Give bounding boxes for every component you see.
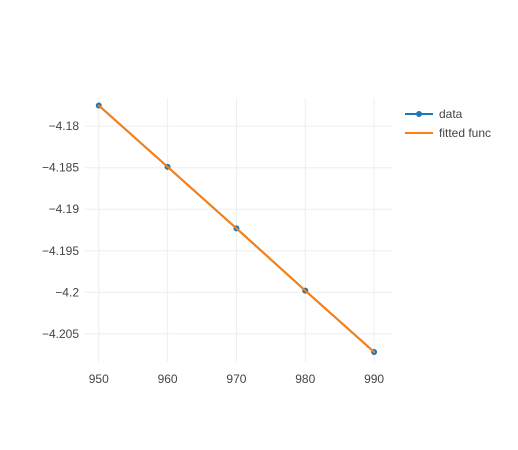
x-tick-label: 990 [364, 372, 384, 386]
y-axis-ticks: −4.18 −4.185 −4.19 −4.195 −4.2 −4.205 [42, 119, 79, 341]
legend-swatch-marker [416, 111, 422, 117]
y-gridlines [85, 125, 392, 335]
x-axis-ticks: 950 960 970 980 990 [89, 372, 385, 386]
x-tick-label: 950 [89, 372, 109, 386]
legend-label: fitted func [439, 126, 491, 140]
x-tick-label: 960 [158, 372, 178, 386]
x-tick-label: 980 [295, 372, 315, 386]
y-tick-label: −4.2 [55, 285, 79, 299]
y-tick-label: −4.205 [42, 327, 79, 341]
legend[interactable]: data fitted func [405, 107, 491, 140]
y-tick-label: −4.195 [42, 244, 79, 258]
x-tick-label: 970 [226, 372, 246, 386]
legend-item-fitted-func[interactable]: fitted func [405, 126, 491, 140]
legend-item-data[interactable]: data [405, 107, 463, 121]
series-line-fitted-func [97, 104, 376, 354]
y-tick-label: −4.19 [49, 202, 80, 216]
legend-label: data [439, 107, 463, 121]
series-fitted-func [97, 104, 376, 354]
y-tick-label: −4.185 [42, 161, 79, 175]
y-tick-label: −4.18 [49, 119, 80, 133]
plot-series [95, 102, 378, 356]
